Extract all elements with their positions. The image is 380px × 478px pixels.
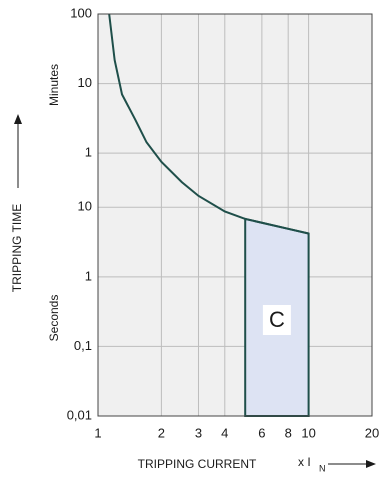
x-tick-label: 10	[301, 425, 315, 440]
x-arrow-head	[366, 460, 376, 468]
x-tick-label: 20	[365, 425, 379, 440]
y-axis-title: TRIPPING TIME	[10, 204, 24, 292]
y-unit-lower: Seconds	[47, 295, 61, 342]
band-label: C	[269, 307, 285, 332]
y-tick-label: 10	[78, 75, 92, 90]
band-label-box	[262, 305, 291, 335]
y-tick-label: 100	[70, 5, 92, 20]
x-tick-label: 2	[158, 425, 165, 440]
x-unit-sub: N	[319, 463, 326, 473]
y-unit-upper: Minutes	[47, 64, 61, 106]
x-tick-label: 8	[285, 425, 292, 440]
curve	[108, 13, 309, 235]
x-tick-label: 6	[258, 425, 265, 440]
y-tick-label: 1	[85, 268, 92, 283]
y-tick-label: 1	[85, 145, 92, 160]
x-tick-label: 3	[195, 425, 202, 440]
y-tick-label: 10	[78, 199, 92, 214]
x-axis-title: TRIPPING CURRENT	[138, 457, 257, 471]
x-tick-label: 4	[221, 425, 228, 440]
y-tick-label: 0,1	[74, 338, 92, 353]
y-tick-label: 0,01	[67, 407, 92, 422]
plot-border	[97, 13, 373, 417]
x-unit: x I	[298, 455, 311, 469]
x-tick-label: 1	[94, 425, 101, 440]
y-arrow-head	[14, 114, 22, 124]
